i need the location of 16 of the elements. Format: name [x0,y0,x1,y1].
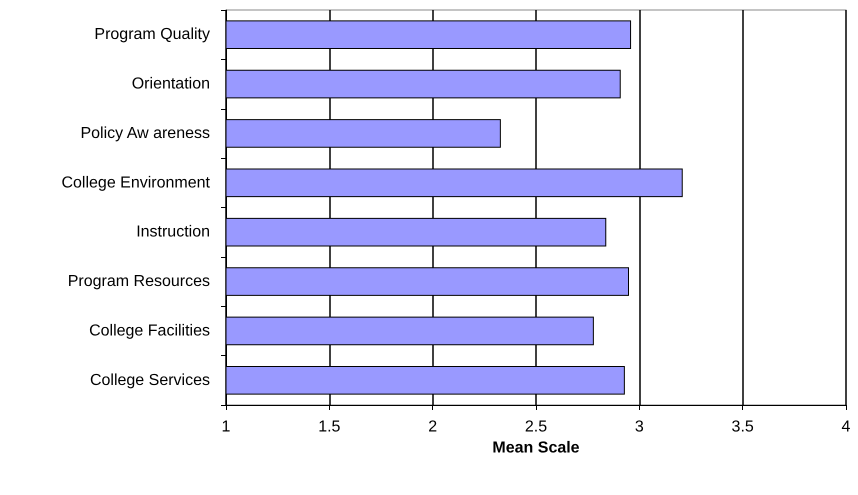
y-tick-label: College Services [90,372,210,389]
x-tick-label: 1.5 [318,418,341,436]
x-tick-label: 3 [634,418,644,436]
x-tick-label: 4 [842,418,851,436]
y-tick-label: Instruction [136,224,210,241]
y-tick-label: Program Resources [68,273,210,290]
y-tick-label: Policy Aw areness [80,124,210,142]
x-axis-title: Mean Scale [492,439,580,456]
y-tick-label: Program Quality [94,26,210,44]
x-tick-label: 1 [222,418,231,436]
y-tick-label: College Facilities [89,322,210,340]
y-tick-label: College Environment [61,174,211,192]
x-tick-label: 2.5 [524,418,548,436]
y-tick-label: Orientation [132,76,210,93]
x-tick-label: 2 [428,418,438,436]
x-tick-label: 3.5 [732,418,754,436]
